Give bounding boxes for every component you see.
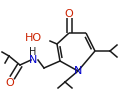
Text: N: N: [29, 55, 37, 65]
Text: N: N: [74, 66, 82, 76]
Text: O: O: [65, 9, 73, 19]
Text: O: O: [6, 78, 14, 88]
Text: H: H: [29, 47, 37, 57]
Text: HO: HO: [25, 33, 42, 43]
